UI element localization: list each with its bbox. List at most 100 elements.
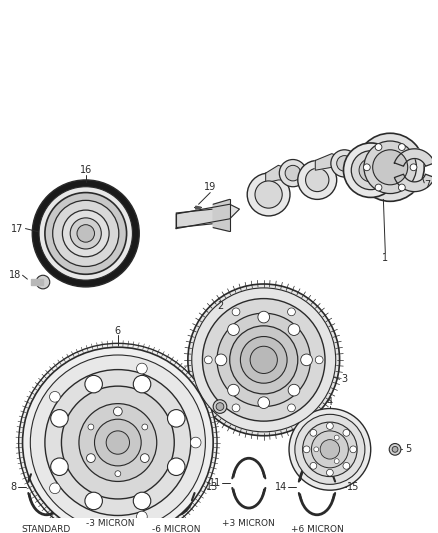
Circle shape — [285, 165, 301, 181]
Circle shape — [375, 144, 382, 150]
Polygon shape — [266, 165, 293, 183]
Circle shape — [232, 308, 240, 316]
Circle shape — [85, 492, 102, 510]
Circle shape — [232, 404, 240, 412]
Text: -6 MICRON: -6 MICRON — [152, 526, 201, 533]
Circle shape — [337, 156, 352, 171]
Circle shape — [142, 424, 148, 430]
Circle shape — [334, 435, 339, 440]
Circle shape — [188, 284, 339, 436]
Circle shape — [228, 384, 239, 396]
Circle shape — [255, 181, 282, 208]
Text: 12: 12 — [134, 482, 147, 492]
Circle shape — [326, 423, 333, 430]
Circle shape — [167, 409, 185, 427]
Circle shape — [288, 308, 295, 316]
Circle shape — [295, 414, 365, 484]
Circle shape — [250, 346, 277, 374]
Circle shape — [141, 454, 149, 463]
Circle shape — [51, 458, 68, 475]
Circle shape — [343, 430, 350, 436]
Circle shape — [375, 184, 382, 191]
Circle shape — [87, 454, 95, 463]
Circle shape — [315, 356, 323, 364]
Text: -3 MICRON: -3 MICRON — [86, 519, 134, 528]
Polygon shape — [394, 174, 434, 191]
Circle shape — [77, 225, 95, 242]
Circle shape — [326, 469, 333, 476]
Circle shape — [392, 447, 398, 453]
Circle shape — [310, 463, 317, 469]
Circle shape — [288, 404, 295, 412]
Circle shape — [95, 419, 141, 466]
Circle shape — [133, 492, 151, 510]
Circle shape — [45, 192, 127, 274]
Circle shape — [49, 483, 60, 494]
Text: 11: 11 — [209, 478, 221, 488]
Circle shape — [133, 375, 151, 393]
Circle shape — [85, 375, 102, 393]
Polygon shape — [196, 206, 201, 209]
Circle shape — [334, 459, 339, 464]
Circle shape — [351, 151, 390, 190]
Circle shape — [350, 446, 357, 453]
Text: 10: 10 — [70, 478, 82, 488]
Circle shape — [30, 355, 205, 530]
Circle shape — [53, 200, 119, 266]
Circle shape — [258, 397, 269, 408]
Text: +3 MICRON: +3 MICRON — [223, 519, 275, 528]
Circle shape — [22, 347, 213, 533]
Circle shape — [205, 356, 212, 364]
Circle shape — [215, 354, 227, 366]
Circle shape — [32, 180, 139, 287]
Circle shape — [288, 324, 300, 335]
Circle shape — [45, 369, 191, 515]
Circle shape — [306, 168, 329, 191]
Circle shape — [216, 402, 224, 410]
Polygon shape — [394, 149, 434, 166]
Circle shape — [289, 408, 371, 490]
Text: 8: 8 — [11, 482, 17, 492]
Circle shape — [343, 143, 398, 197]
Text: 14: 14 — [275, 482, 287, 492]
Circle shape — [258, 311, 269, 323]
Circle shape — [70, 218, 101, 249]
Text: 18: 18 — [9, 270, 21, 280]
Text: STANDARD: STANDARD — [22, 526, 71, 533]
Circle shape — [303, 422, 357, 477]
Circle shape — [389, 443, 401, 455]
Circle shape — [217, 313, 311, 407]
Text: 19: 19 — [204, 182, 216, 192]
Text: 3: 3 — [342, 374, 348, 384]
Circle shape — [192, 288, 336, 432]
Circle shape — [247, 173, 290, 216]
Text: 1: 1 — [382, 253, 389, 263]
Polygon shape — [31, 279, 43, 285]
Polygon shape — [176, 204, 240, 229]
Circle shape — [137, 511, 147, 522]
Circle shape — [36, 275, 50, 289]
Circle shape — [331, 150, 358, 177]
Circle shape — [51, 409, 68, 427]
Circle shape — [228, 324, 239, 335]
Text: 2: 2 — [217, 301, 223, 311]
Circle shape — [343, 463, 350, 469]
Circle shape — [298, 160, 337, 199]
Text: 9: 9 — [76, 482, 82, 492]
Polygon shape — [213, 199, 230, 231]
Circle shape — [240, 336, 287, 383]
Circle shape — [106, 431, 130, 454]
Polygon shape — [315, 154, 344, 170]
Text: 4: 4 — [327, 397, 333, 407]
Text: 17: 17 — [11, 223, 24, 233]
Circle shape — [356, 133, 424, 201]
Circle shape — [364, 164, 370, 171]
Text: 6: 6 — [115, 326, 121, 336]
Circle shape — [39, 187, 132, 280]
Circle shape — [230, 326, 298, 394]
Circle shape — [79, 403, 157, 481]
Text: 5: 5 — [405, 445, 411, 454]
Circle shape — [167, 458, 185, 475]
Circle shape — [314, 447, 319, 452]
Text: 16: 16 — [80, 165, 92, 175]
